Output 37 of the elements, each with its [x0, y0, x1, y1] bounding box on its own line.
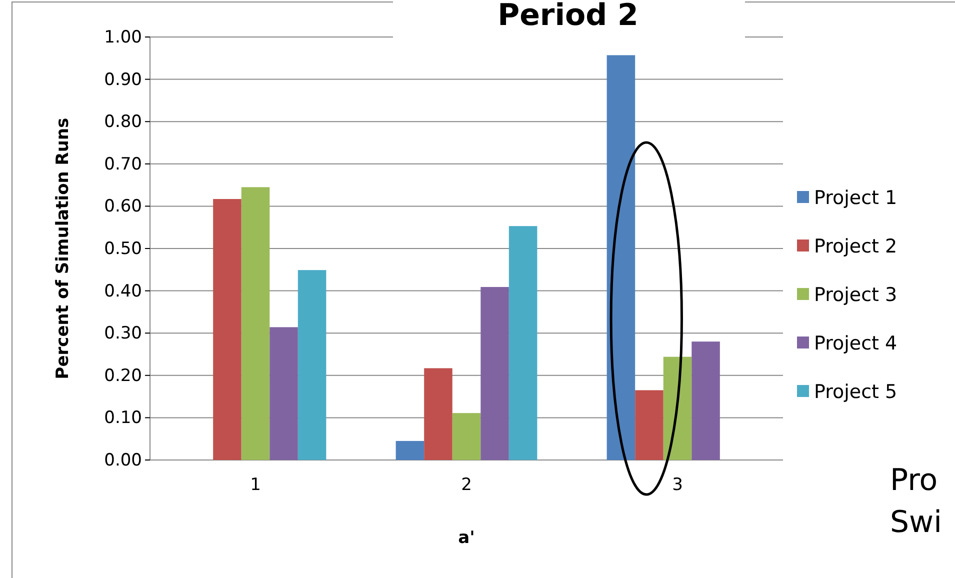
bar	[213, 199, 242, 460]
y-axis-title: Percent of Simulation Runs	[53, 118, 73, 380]
y-tick-label: 0.10	[104, 408, 142, 428]
bar	[480, 286, 509, 460]
bar	[241, 187, 270, 460]
y-tick-label: 0.30	[104, 324, 142, 344]
y-tick-label: 0.50	[104, 238, 142, 259]
legend-label: Project 3	[814, 284, 898, 306]
text: Swi	[890, 505, 942, 540]
y-tick-label: 0.00	[104, 450, 142, 470]
y-tick-label: 0.40	[104, 281, 142, 302]
y-tick-label: 0.90	[104, 70, 142, 90]
x-axis-title: a'	[458, 528, 475, 548]
bar	[452, 413, 481, 460]
bar	[270, 327, 298, 460]
bar	[635, 390, 664, 460]
legend-label: Project 4	[814, 332, 898, 354]
bar	[663, 356, 692, 460]
text: Pro	[890, 463, 938, 498]
bar	[508, 226, 538, 460]
x-tick-label: 1	[250, 475, 261, 496]
bar	[396, 440, 424, 460]
legend-label: Project 5	[814, 381, 898, 403]
y-tick-label: 0.60	[104, 196, 142, 217]
y-tick-label: 0.70	[104, 154, 142, 174]
y-tick-label: 0.80	[104, 112, 142, 132]
legend-label: Project 1	[814, 187, 898, 209]
chart-title: Period 2	[498, 0, 638, 33]
bar	[298, 270, 326, 460]
bar	[692, 342, 720, 460]
x-tick-label: 3	[672, 475, 683, 496]
bar	[606, 55, 636, 460]
legend-label: Project 2	[814, 236, 898, 258]
y-tick-label: 0.20	[104, 366, 142, 386]
bar	[424, 368, 452, 460]
x-tick-label: 2	[461, 475, 472, 496]
y-tick-label: 1.00	[104, 27, 142, 48]
